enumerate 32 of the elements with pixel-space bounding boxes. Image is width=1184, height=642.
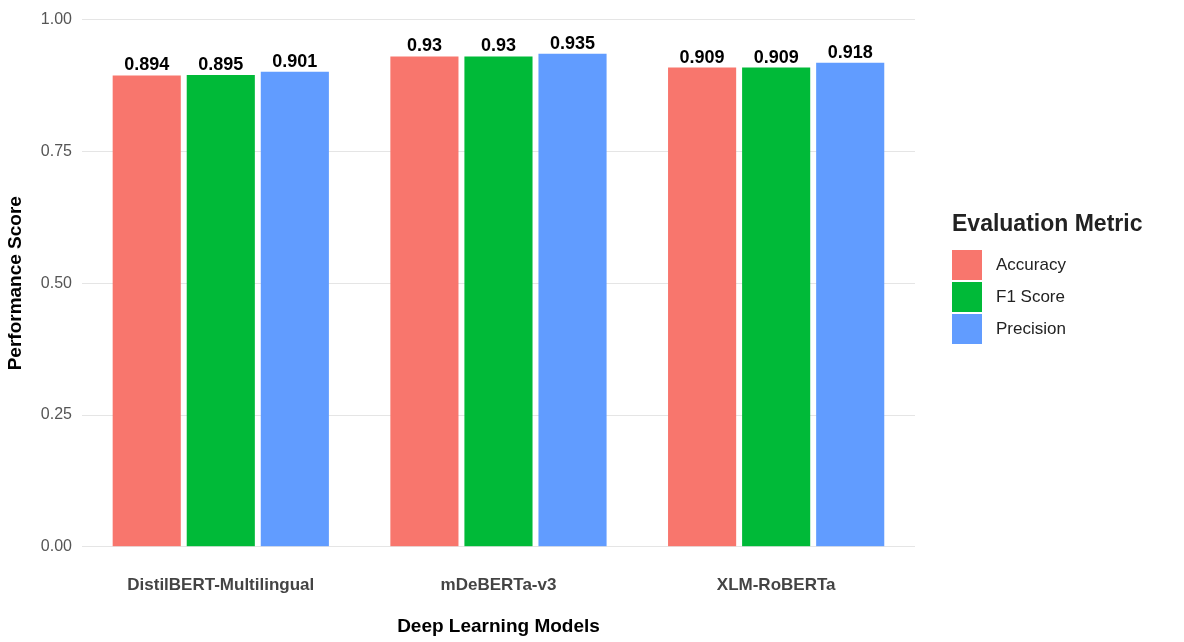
y-tick-label: 0.50	[40, 273, 73, 291]
x-tick-label: mDeBERTa-v3	[440, 574, 557, 594]
bar	[186, 74, 255, 547]
bar	[668, 67, 737, 547]
data-label: 0.909	[753, 46, 799, 67]
bar	[390, 56, 459, 547]
legend-label: F1 Score	[996, 287, 1065, 307]
bar	[260, 71, 329, 547]
data-label: 0.895	[198, 53, 244, 74]
bar	[464, 56, 533, 547]
y-tick-label: 0.75	[40, 141, 73, 159]
legend-label: Precision	[996, 319, 1066, 339]
bar	[538, 53, 607, 547]
data-label: 0.918	[827, 41, 873, 62]
y-tick-label: 0.00	[40, 537, 73, 555]
legend-label: Accuracy	[996, 255, 1066, 275]
bar	[816, 62, 885, 547]
bar	[112, 75, 181, 547]
data-label: 0.894	[124, 54, 170, 75]
legend-title: Evaluation Metric	[952, 210, 1143, 237]
x-tick-label: XLM-RoBERTa	[716, 574, 837, 594]
x-tick-label: DistilBERT-Multilingual	[127, 574, 315, 594]
data-label: 0.93	[406, 35, 442, 56]
bar	[742, 67, 811, 547]
data-label: 0.93	[480, 35, 516, 56]
y-axis-title: Performance Score	[3, 196, 25, 371]
data-label: 0.909	[679, 46, 725, 67]
data-label: 0.901	[272, 50, 318, 71]
x-axis-title: Deep Learning Models	[397, 614, 600, 636]
data-label: 0.935	[550, 32, 596, 53]
y-tick-label: 0.25	[40, 405, 73, 423]
y-tick-label: 1.00	[40, 10, 73, 28]
